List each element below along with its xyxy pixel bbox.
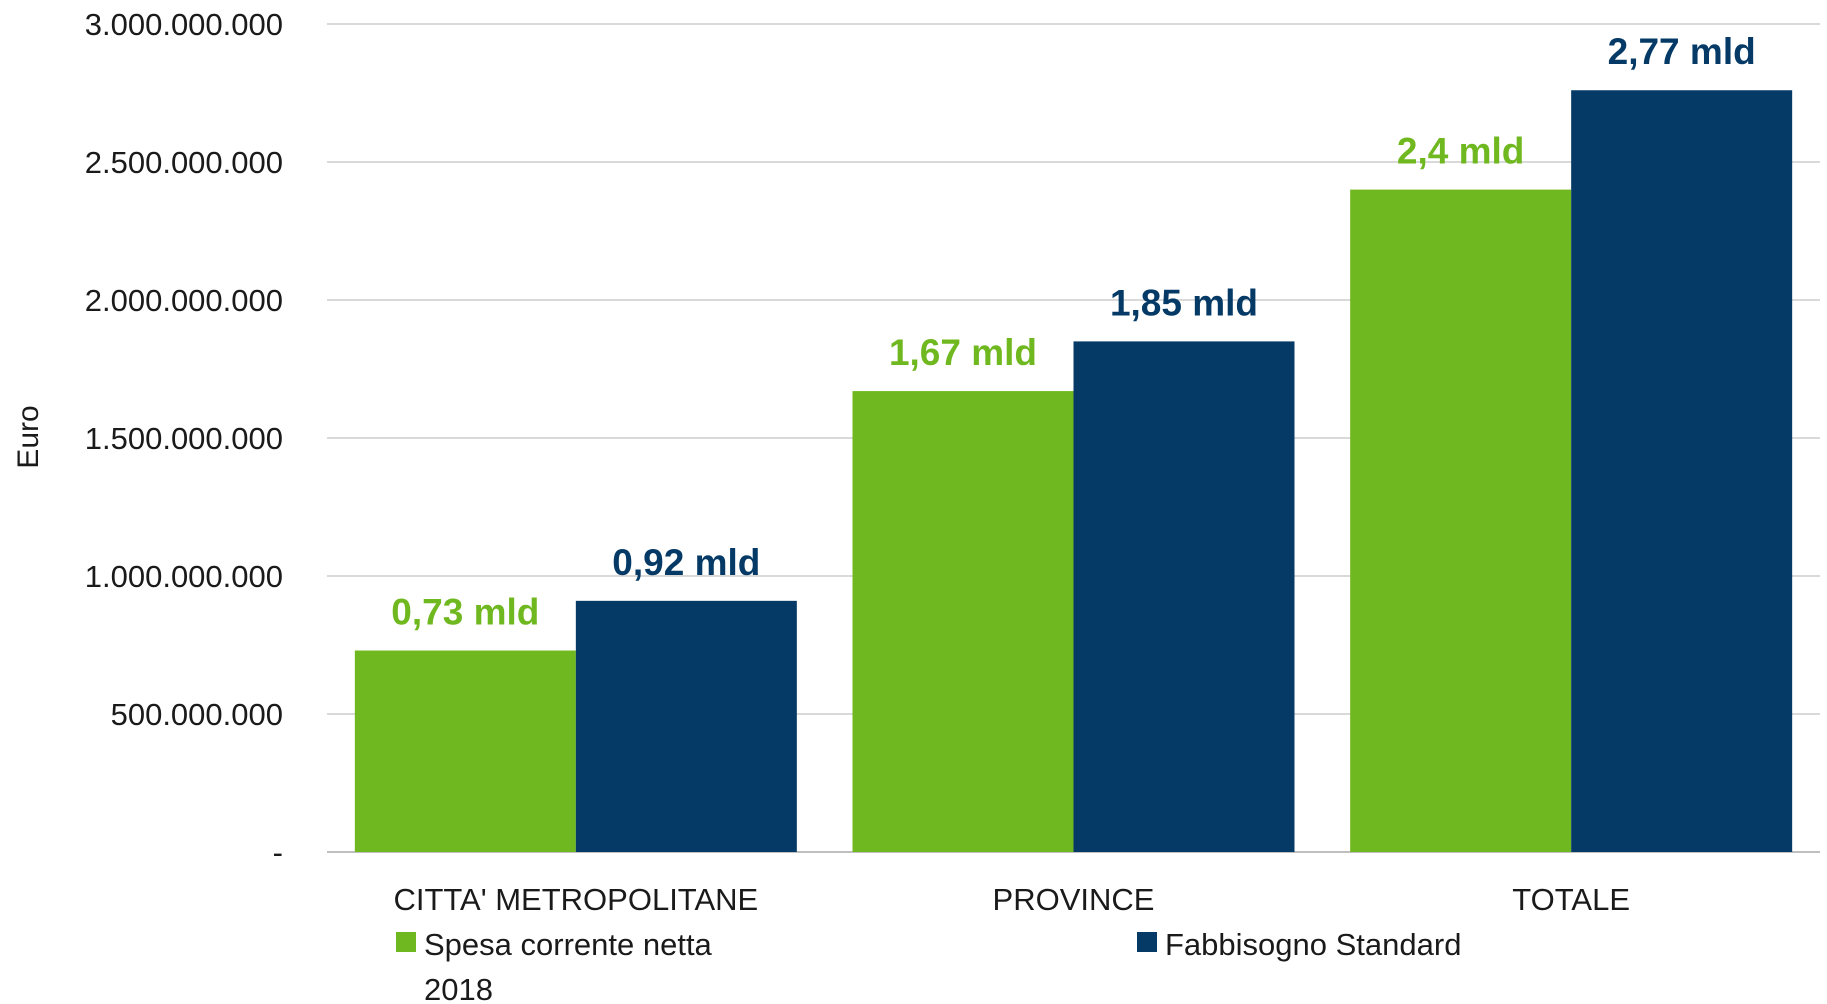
legend-item: Spesa corrente netta 2018	[396, 927, 713, 1004]
y-tick-label: 1.000.000.000	[85, 559, 283, 594]
data-labels: 0,73 mld 0,92 mld 1,67 mld 1,85 mld 2,4 mld 2…	[391, 31, 1755, 632]
y-tick-label: 500.000.000	[111, 697, 283, 732]
data-label: 2,4 mld	[1397, 131, 1525, 172]
data-label: 0,92 mld	[612, 542, 760, 583]
bar	[852, 391, 1074, 852]
data-label: 1,85 mld	[1110, 282, 1258, 323]
y-tick-label: -	[273, 835, 283, 870]
bar	[1073, 341, 1295, 852]
y-axis-label: Euro	[12, 405, 45, 468]
category-labels: CITTA' METROPOLITANE PROVINCE TOTALE	[393, 882, 1630, 917]
data-label: 2,77 mld	[1608, 31, 1756, 72]
data-label: 1,67 mld	[889, 332, 1037, 373]
x-category-label: TOTALE	[1512, 882, 1630, 917]
bar	[354, 650, 576, 852]
bar	[575, 600, 797, 852]
bar	[1571, 90, 1793, 853]
legend: Spesa corrente netta 2018 Fabbisogno Stand…	[396, 927, 1461, 1004]
bar	[1350, 189, 1572, 853]
y-tick-label: 1.500.000.000	[85, 421, 283, 456]
legend-label: Fabbisogno Standard	[1165, 927, 1461, 962]
y-tick-label: 3.000.000.000	[85, 7, 283, 42]
legend-label: Spesa corrente netta	[424, 927, 713, 962]
x-category-label: PROVINCE	[993, 882, 1155, 917]
legend-label: 2018	[424, 972, 493, 1004]
y-axis-ticks: - 500.000.000 1.000.000.000 1.500.000.000 2.…	[85, 7, 283, 870]
legend-item: Fabbisogno Standard	[1137, 927, 1461, 962]
bars	[354, 90, 1793, 853]
legend-swatch	[396, 932, 416, 952]
data-label: 0,73 mld	[391, 592, 539, 633]
x-category-label: CITTA' METROPOLITANE	[393, 882, 758, 917]
y-tick-label: 2.500.000.000	[85, 145, 283, 180]
legend-swatch	[1137, 932, 1157, 952]
y-tick-label: 2.000.000.000	[85, 283, 283, 318]
